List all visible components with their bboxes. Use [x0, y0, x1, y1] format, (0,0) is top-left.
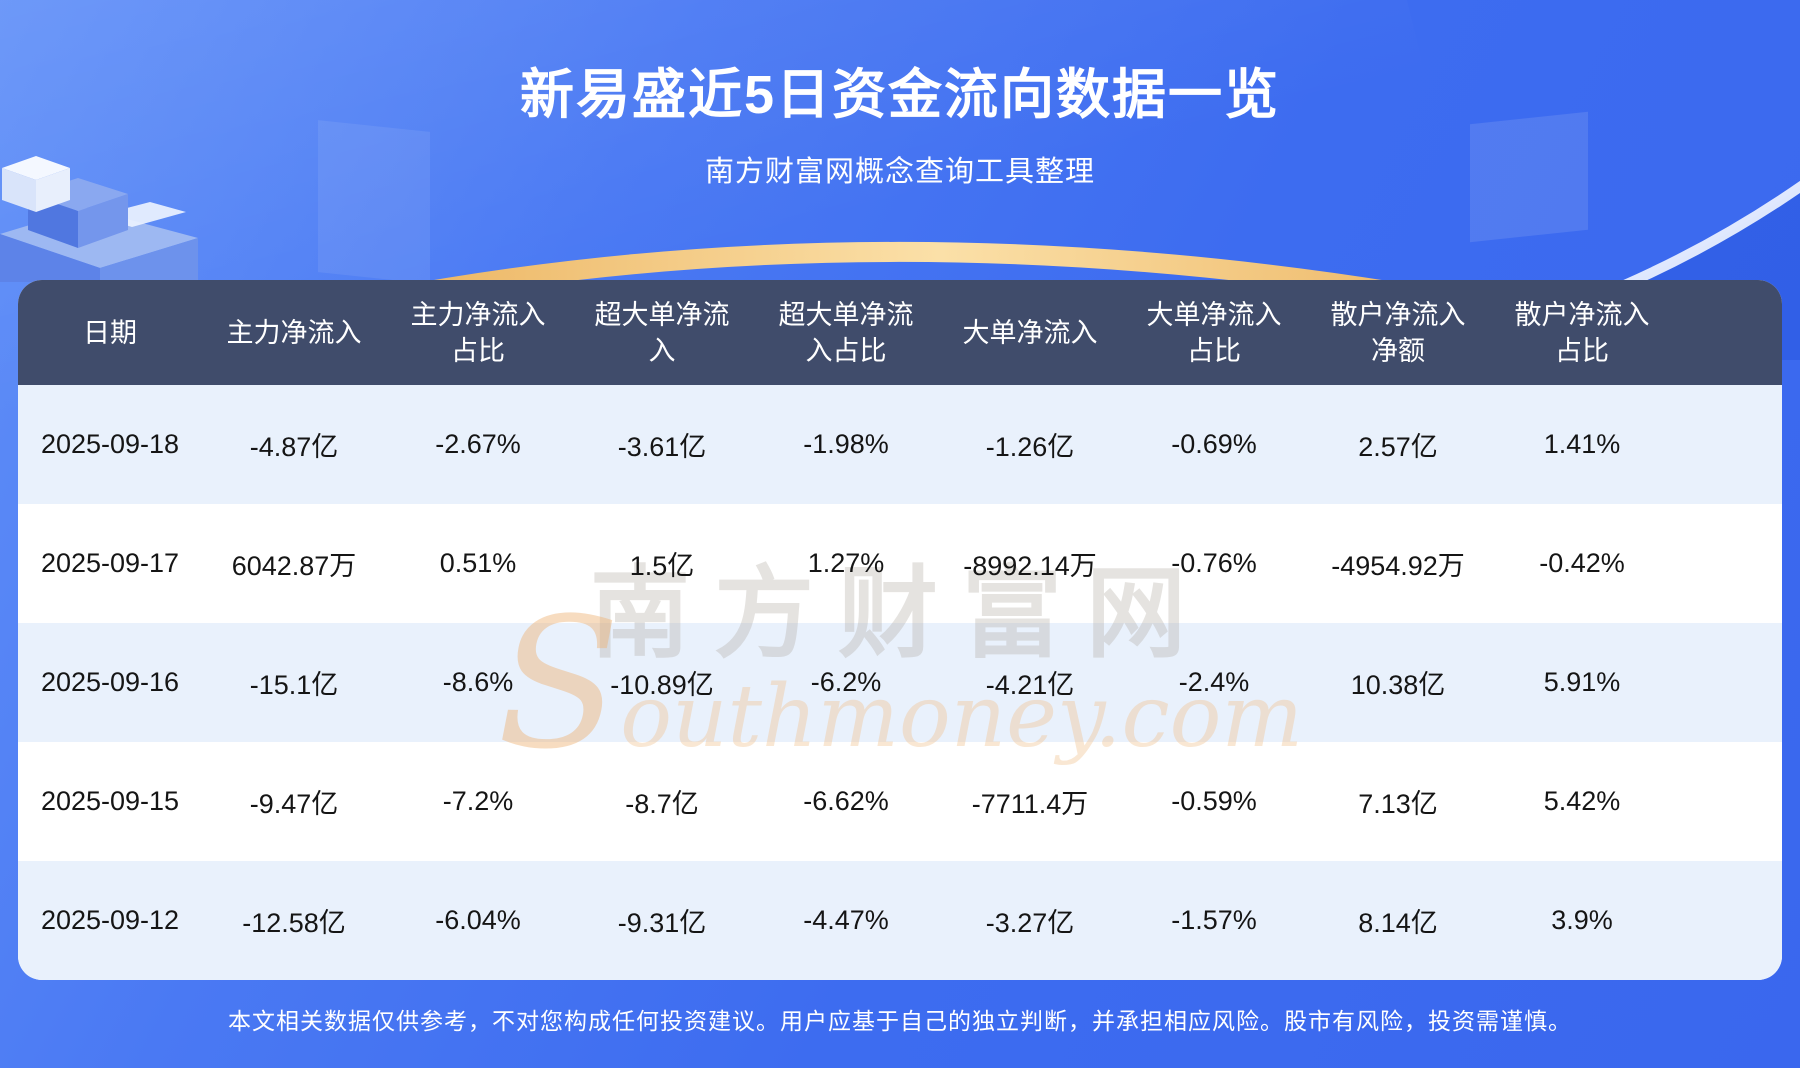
- value-cell: -8.6%: [442, 667, 514, 697]
- column-header: 大单净流入: [962, 317, 1098, 348]
- page-title: 新易盛近5日资金流向数据一览: [519, 65, 1281, 125]
- date-cell: 2025-09-17: [40, 548, 180, 578]
- value-cell: -1.26亿: [985, 432, 1075, 462]
- value-cell: 6042.87万: [231, 551, 357, 581]
- column-header: 主力净流入: [226, 317, 362, 348]
- value-cell: -1.57%: [1171, 905, 1257, 935]
- value-cell: 10.38亿: [1350, 670, 1446, 700]
- table-row: 2025-09-18 -4.87亿 -2.67% -3.61亿 -1.98% -1.26亿…: [18, 385, 1782, 504]
- value-cell: -4.21亿: [985, 670, 1075, 700]
- table-body: 2025-09-18 -4.87亿 -2.67% -3.61亿 -1.98% -1.26亿…: [18, 385, 1782, 980]
- column-header: 日期: [83, 317, 137, 348]
- value-cell: -12.58亿: [242, 908, 346, 938]
- value-cell: -6.2%: [810, 667, 882, 697]
- value-cell: 1.5亿: [629, 551, 695, 581]
- date-cell: 2025-09-12: [40, 905, 180, 935]
- value-cell: -0.69%: [1171, 429, 1257, 459]
- value-cell: -7.2%: [442, 786, 514, 816]
- value-cell: -3.27亿: [985, 908, 1075, 938]
- table-header-row: 日期 主力净流入 主力净流入占比 超大单净流入 超大单净流入占比 大单净流入 大单净流入占比…: [18, 280, 1782, 385]
- value-cell: -0.42%: [1539, 548, 1625, 578]
- page-subtitle: 南方财富网概念查询工具整理: [704, 156, 1095, 188]
- value-cell: -8992.14万: [963, 551, 1097, 581]
- value-cell: -4954.92万: [1331, 551, 1465, 581]
- value-cell: -15.1亿: [249, 670, 339, 700]
- value-cell: -9.47亿: [249, 789, 339, 819]
- value-cell: 1.27%: [807, 548, 885, 578]
- isometric-boxes-icon: [0, 156, 198, 282]
- value-cell: -2.4%: [1178, 667, 1250, 697]
- value-cell: -1.98%: [803, 429, 889, 459]
- value-cell: -6.04%: [435, 905, 521, 935]
- value-cell: 2.57亿: [1358, 432, 1438, 462]
- value-cell: -0.76%: [1171, 548, 1257, 578]
- column-header: 超大单净流入占比: [778, 299, 914, 366]
- value-cell: -9.31亿: [617, 908, 707, 938]
- value-cell: -7711.4万: [971, 789, 1089, 819]
- value-cell: 8.14亿: [1358, 908, 1438, 938]
- table-row: 2025-09-16 -15.1亿 -8.6% -10.89亿 -6.2% -4.21亿 -…: [18, 623, 1782, 742]
- column-header: 散户净流入占比: [1514, 299, 1650, 366]
- column-header: 大单净流入占比: [1146, 299, 1282, 366]
- value-cell: -4.47%: [803, 905, 889, 935]
- value-cell: -0.59%: [1171, 786, 1257, 816]
- value-cell: 3.9%: [1551, 905, 1613, 935]
- value-cell: -10.89亿: [610, 670, 714, 700]
- column-header: 超大单净流入: [594, 299, 730, 366]
- value-cell: 1.41%: [1543, 429, 1621, 459]
- disclaimer-text: 本文相关数据仅供参考，不对您构成任何投资建议。用户应基于自己的独立判断，并承担相…: [228, 1008, 1572, 1034]
- value-cell: -4.87亿: [249, 432, 339, 462]
- value-cell: 5.42%: [1543, 786, 1621, 816]
- value-cell: 0.51%: [439, 548, 517, 578]
- fund-flow-table: 日期 主力净流入 主力净流入占比 超大单净流入 超大单净流入占比 大单净流入 大单净流入占比…: [18, 280, 1782, 980]
- table-row: 2025-09-15 -9.47亿 -7.2% -8.7亿 -6.62% -7711.4万…: [18, 742, 1782, 861]
- value-cell: 5.91%: [1543, 667, 1621, 697]
- table-row: 2025-09-12 -12.58亿 -6.04% -9.31亿 -4.47% -3.27…: [18, 861, 1782, 980]
- column-header: 主力净流入占比: [410, 299, 546, 366]
- value-cell: -8.7亿: [625, 789, 699, 819]
- value-cell: 7.13亿: [1358, 789, 1438, 819]
- table-row: 2025-09-17 6042.87万 0.51% 1.5亿 1.27% -8992.14…: [18, 504, 1782, 623]
- date-cell: 2025-09-18: [40, 429, 180, 459]
- value-cell: -2.67%: [435, 429, 521, 459]
- value-cell: -6.62%: [803, 786, 889, 816]
- date-cell: 2025-09-15: [40, 786, 180, 816]
- column-header: 散户净流入净额: [1330, 299, 1466, 366]
- date-cell: 2025-09-16: [40, 667, 180, 697]
- value-cell: -3.61亿: [617, 432, 707, 462]
